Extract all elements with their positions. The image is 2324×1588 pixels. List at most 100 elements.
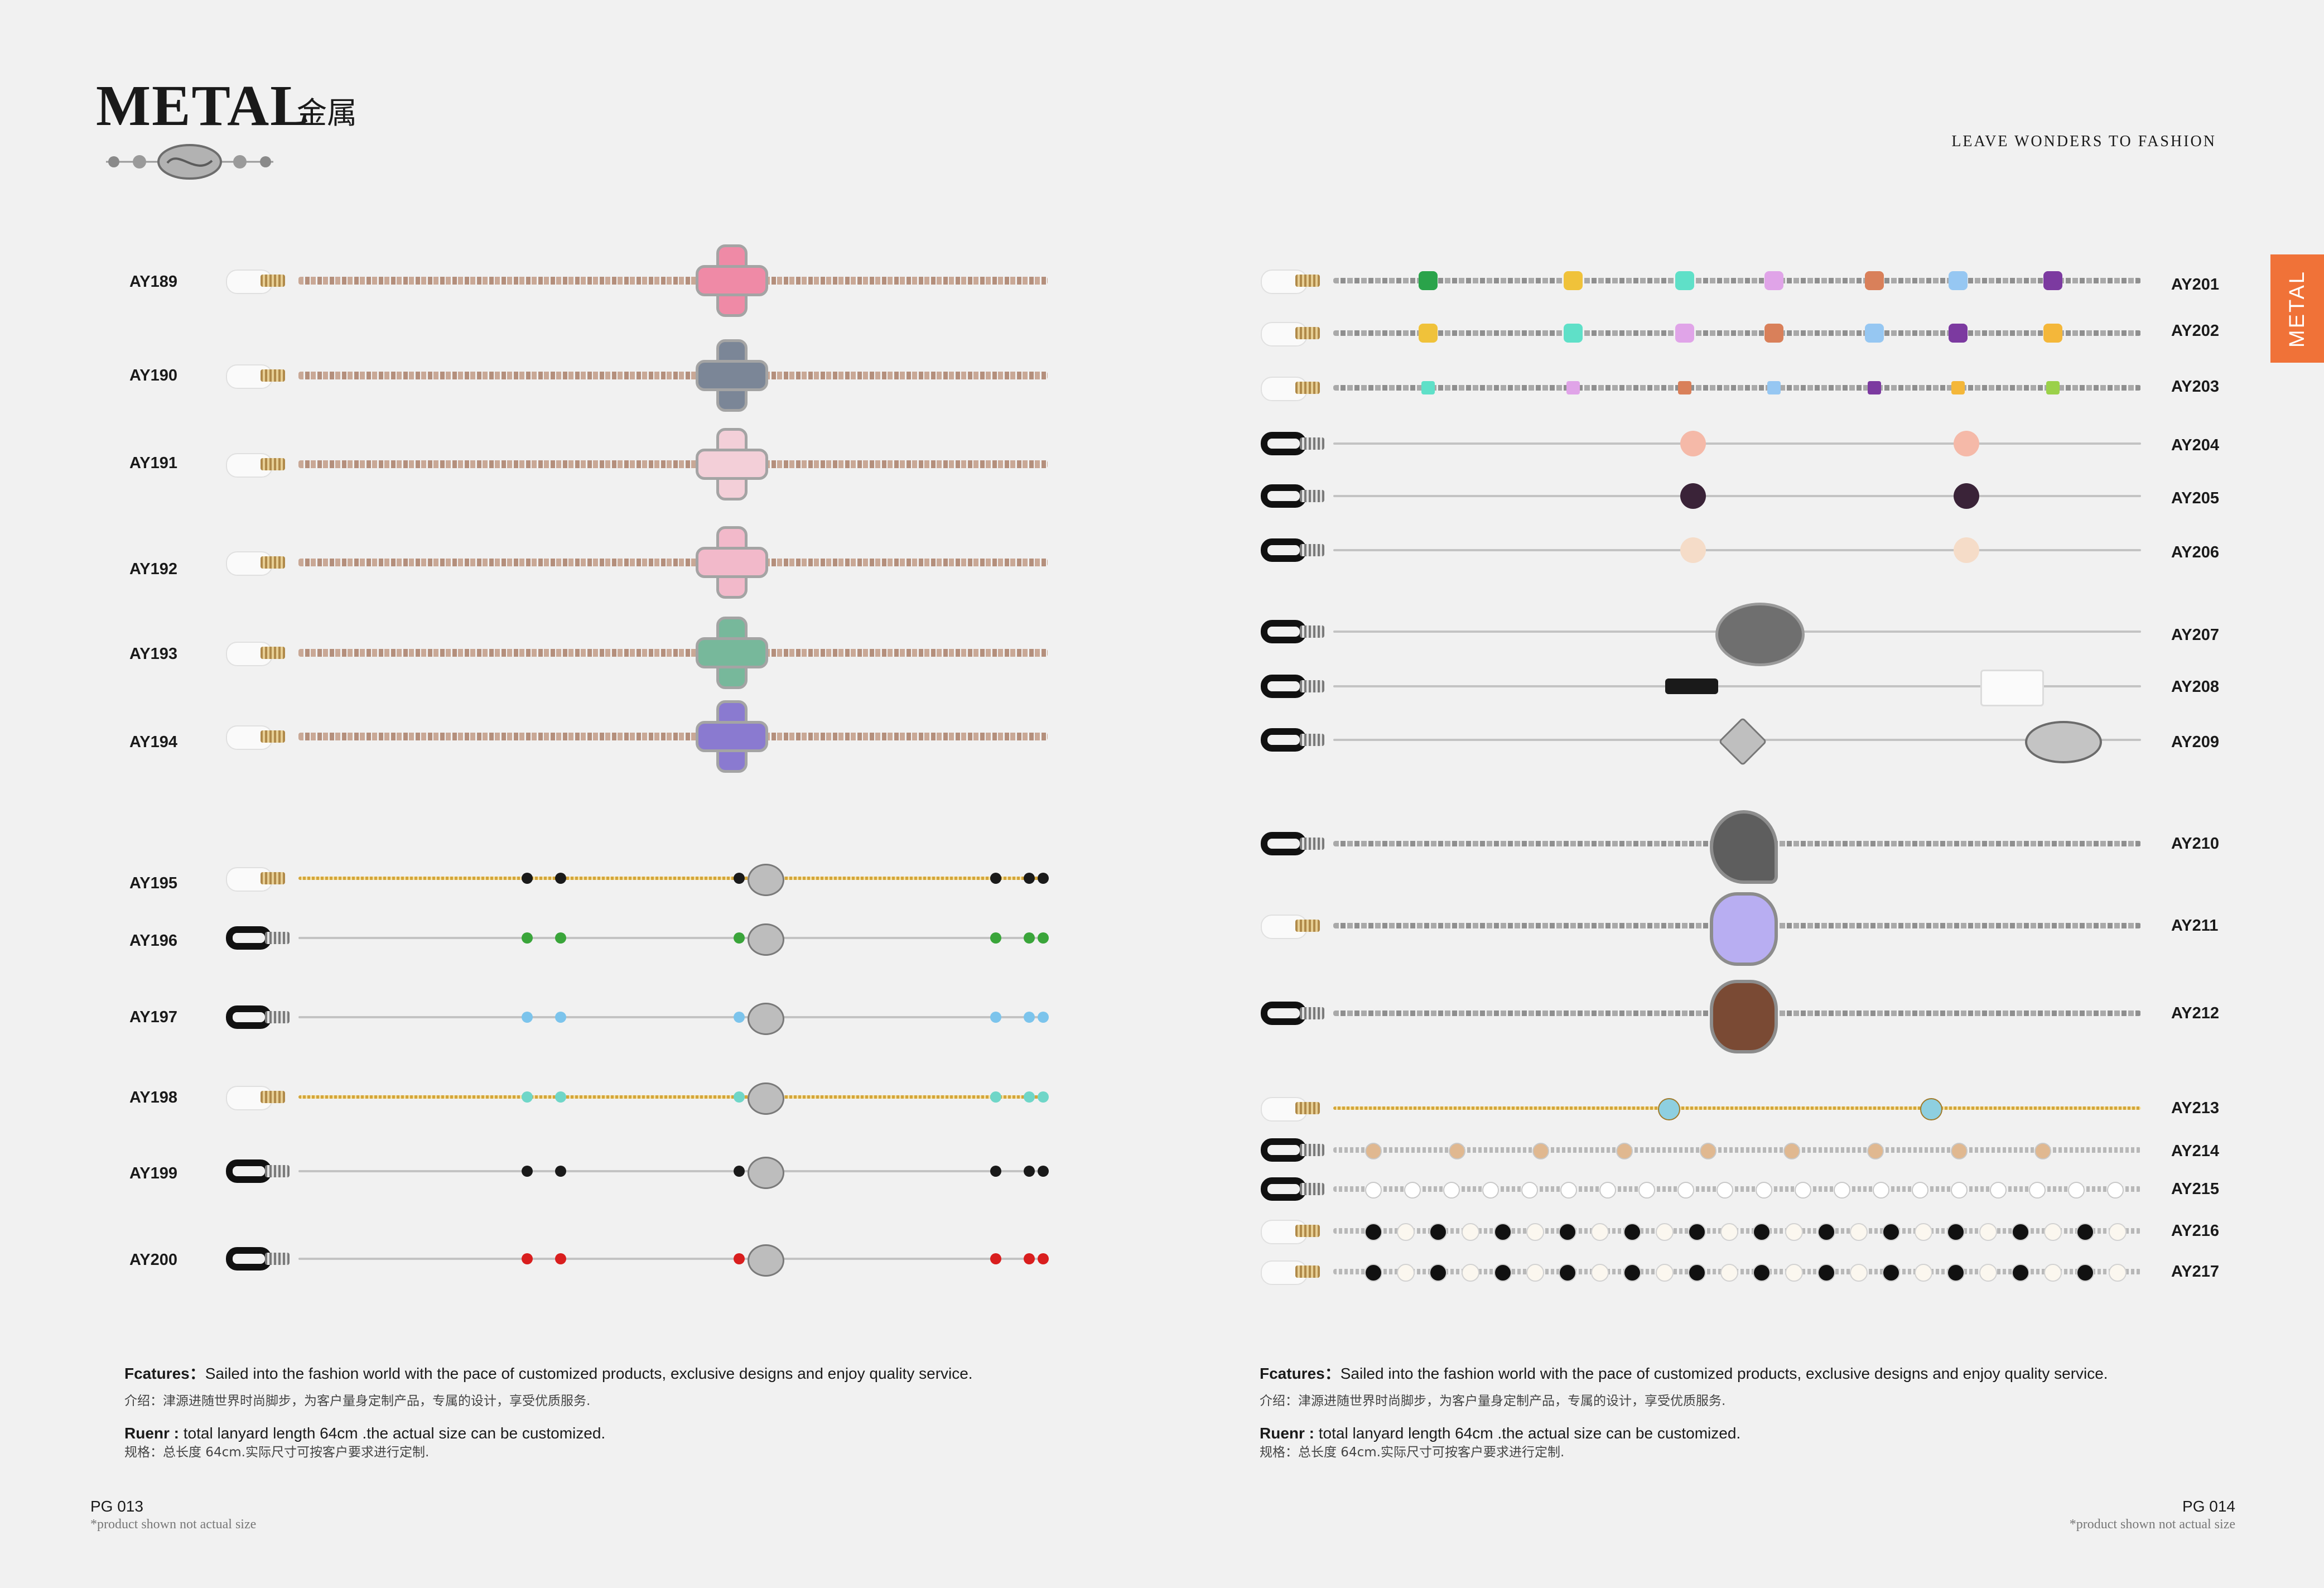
glass-bead xyxy=(1980,670,2044,706)
tube-bead xyxy=(1665,678,1718,694)
bead xyxy=(1404,1182,1421,1199)
bead xyxy=(1882,1223,1900,1241)
product-code: AY210 xyxy=(2171,835,2220,853)
spring-connector xyxy=(261,369,285,382)
spring-connector xyxy=(261,730,285,743)
ruenr-line-right: Ruenr : total lanyard length 64cm .the a… xyxy=(1260,1426,1740,1441)
bead xyxy=(1494,1223,1512,1241)
product-code: AY203 xyxy=(2171,378,2220,396)
bead xyxy=(2076,1223,2094,1241)
bead xyxy=(1024,873,1035,884)
bead xyxy=(1700,1143,1717,1159)
bead xyxy=(1954,431,1979,456)
features-text: Sailed into the fashion world with the p… xyxy=(1340,1365,2108,1382)
bead xyxy=(1947,1264,1965,1282)
bead xyxy=(1979,1264,1997,1282)
bead xyxy=(1638,1182,1655,1199)
cross-pendant xyxy=(693,697,771,776)
bead xyxy=(522,1253,533,1264)
chain xyxy=(298,460,1048,468)
bead xyxy=(1951,381,1965,394)
bead xyxy=(1024,1012,1035,1023)
bead xyxy=(1717,1182,1733,1199)
bead xyxy=(1795,1182,1811,1199)
charm-pendant xyxy=(748,864,784,896)
product-code: AY190 xyxy=(129,367,178,384)
bead xyxy=(2044,1223,2062,1241)
product-code: AY195 xyxy=(129,874,178,892)
bead xyxy=(1038,1012,1049,1023)
bead xyxy=(1038,1166,1049,1177)
bead xyxy=(522,1166,533,1177)
bead xyxy=(734,1012,745,1023)
chain xyxy=(298,1170,1048,1172)
spring-connector xyxy=(265,1253,290,1265)
bead xyxy=(555,1091,566,1103)
bead xyxy=(1677,1182,1694,1199)
bead xyxy=(2043,324,2062,343)
cross-bar-horizontal xyxy=(696,265,768,296)
bead xyxy=(1764,271,1783,290)
bead xyxy=(1024,1253,1035,1264)
bead xyxy=(990,1012,1001,1023)
bead xyxy=(1753,1264,1771,1282)
spring-connector xyxy=(1300,437,1324,450)
bead xyxy=(1688,1223,1706,1241)
bead xyxy=(1915,1223,1932,1241)
bead xyxy=(1038,873,1049,884)
bead xyxy=(1566,381,1580,394)
product-code: AY198 xyxy=(129,1089,178,1106)
bead xyxy=(555,1012,566,1023)
bead xyxy=(1720,1264,1738,1282)
bead xyxy=(1865,324,1884,343)
bead xyxy=(1785,1223,1803,1241)
product-code: AY191 xyxy=(129,454,178,472)
bead xyxy=(1560,1182,1577,1199)
chain xyxy=(1333,1106,2141,1110)
spring-connector xyxy=(1300,544,1324,556)
product-code: AY199 xyxy=(129,1164,178,1182)
bead xyxy=(2029,1182,2046,1199)
bead xyxy=(2109,1223,2127,1241)
product-code: AY201 xyxy=(2171,276,2220,293)
bead xyxy=(1656,1223,1674,1241)
bead xyxy=(1532,1143,1549,1159)
bead xyxy=(1526,1264,1544,1282)
bead xyxy=(1753,1223,1771,1241)
features-text: Sailed into the fashion world with the p… xyxy=(205,1365,973,1382)
spring-connector xyxy=(1295,327,1320,339)
bead xyxy=(1675,271,1694,290)
bead xyxy=(1954,483,1979,509)
section-tab: METAL xyxy=(2270,254,2324,363)
page-title: METAL xyxy=(96,74,310,138)
product-code: AY204 xyxy=(2171,436,2220,454)
bead xyxy=(1817,1264,1835,1282)
bead xyxy=(1038,1253,1049,1264)
charm-pendant xyxy=(748,923,784,956)
bead xyxy=(2109,1264,2127,1282)
bead xyxy=(1623,1223,1641,1241)
cross-bar-horizontal xyxy=(696,449,768,480)
spring-connector xyxy=(1295,920,1320,932)
cross-pendant xyxy=(693,336,771,415)
spring-connector xyxy=(261,556,285,569)
bead xyxy=(990,1091,1001,1103)
bead xyxy=(1764,324,1783,343)
bead xyxy=(734,932,745,944)
bead xyxy=(1868,381,1881,394)
bead xyxy=(555,932,566,944)
features-label: Fcatures： xyxy=(124,1365,205,1382)
shape-pendant xyxy=(1710,810,1778,884)
chain xyxy=(1333,330,2141,336)
bead xyxy=(522,932,533,944)
chain xyxy=(298,733,1048,740)
cross-pendant xyxy=(693,614,771,692)
bead xyxy=(1756,1182,1772,1199)
bead xyxy=(1429,1264,1447,1282)
chain xyxy=(298,877,1048,880)
chain xyxy=(1333,549,2141,551)
spring-connector xyxy=(1295,1225,1320,1237)
bead xyxy=(2107,1182,2124,1199)
chain xyxy=(1333,1186,2141,1192)
bead xyxy=(522,1091,533,1103)
